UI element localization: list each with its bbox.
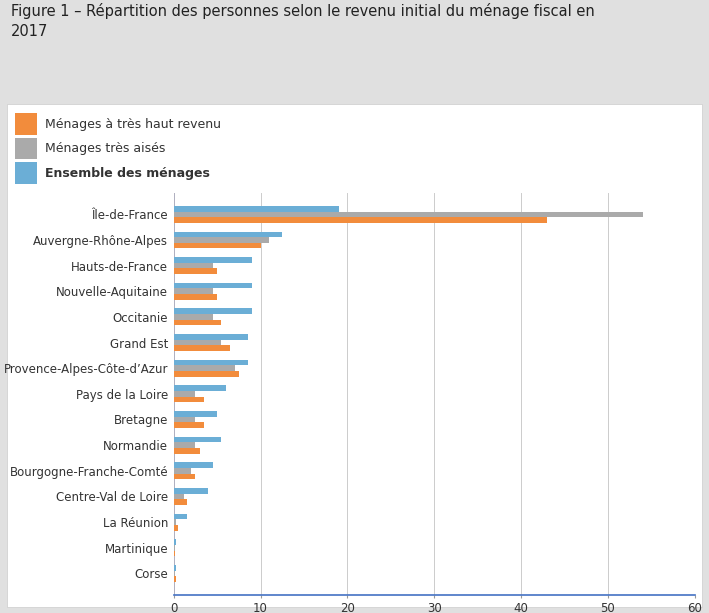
Text: Figure 1 – Répartition des personnes selon le revenu initial du ménage fiscal en: Figure 1 – Répartition des personnes sel… [11,3,594,39]
Bar [174,257,252,263]
Bar [174,289,213,294]
Bar [174,308,252,314]
Bar [174,468,191,474]
Bar [174,232,282,237]
Bar [174,514,186,519]
Text: Ménages très aisés: Ménages très aisés [45,142,165,155]
Bar [174,411,217,417]
Bar [174,263,213,268]
Bar [174,550,175,556]
Bar [174,268,217,274]
Bar [174,462,213,468]
Bar [174,206,339,211]
Bar [16,138,37,159]
Bar [174,345,230,351]
Bar [174,499,186,505]
Bar [174,539,177,545]
Bar [174,283,252,289]
Bar [174,340,221,345]
Text: Ensemble des ménages: Ensemble des ménages [45,167,209,180]
Bar [174,493,184,499]
Bar [174,397,204,402]
Bar [174,565,177,571]
Bar [174,422,204,428]
Bar [174,237,269,243]
Bar [174,448,200,454]
Bar [174,217,547,223]
Bar [174,243,261,248]
Bar [174,314,213,320]
Bar [16,113,37,135]
Bar [174,211,642,217]
Text: Ménages à très haut revenu: Ménages à très haut revenu [45,118,220,131]
Bar [174,525,178,530]
Bar [174,386,225,391]
Bar [174,365,235,371]
Bar [174,294,217,300]
Bar [174,443,196,448]
Bar [16,162,37,184]
Bar [174,371,239,376]
Bar [174,320,221,326]
Bar [174,488,208,493]
Bar [174,474,196,479]
Bar [174,519,177,525]
Bar [174,436,221,443]
Bar [174,334,247,340]
Bar [174,417,196,422]
Bar [174,576,177,582]
Bar [174,391,196,397]
Bar [174,360,247,365]
